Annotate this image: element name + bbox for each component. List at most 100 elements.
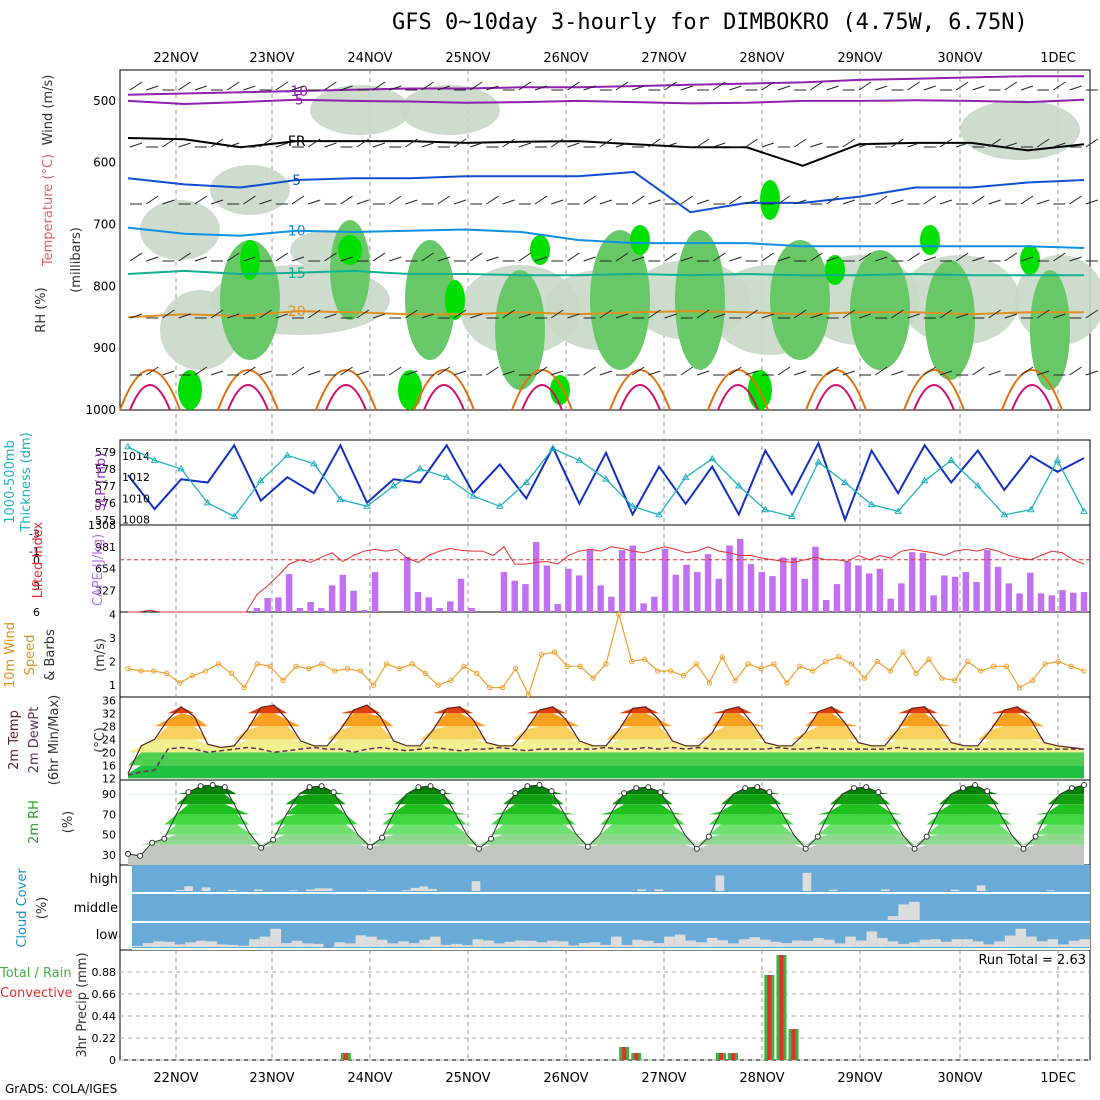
wind-barb xyxy=(615,81,629,91)
wind-barb xyxy=(1085,199,1098,205)
cloud-bar xyxy=(802,872,812,891)
wind-barb xyxy=(146,85,159,91)
rh-point xyxy=(548,788,555,795)
wind-speed-point xyxy=(822,658,829,665)
cape-bar xyxy=(414,592,422,612)
cloud-row-label: high xyxy=(90,872,118,887)
cloud-bar xyxy=(877,937,888,947)
wind-speed-point xyxy=(693,661,700,667)
cape-bar xyxy=(855,565,862,612)
wind-barb xyxy=(745,370,758,376)
wind-speed-point xyxy=(913,670,919,677)
wind-barb xyxy=(437,195,451,205)
cloud-bar xyxy=(253,889,263,891)
wind-barb xyxy=(761,142,774,148)
thickness-marker xyxy=(522,478,531,485)
wind-barb xyxy=(437,366,451,376)
wind-barb xyxy=(502,138,515,148)
rh-point xyxy=(863,784,870,791)
slp-line xyxy=(127,440,1085,523)
wind-barb xyxy=(307,138,321,148)
wind-barb xyxy=(875,256,888,262)
wind-speed-point xyxy=(215,661,222,667)
wind-barb xyxy=(178,252,191,262)
slp-label-thickness-2: Thickness (dm) xyxy=(19,432,34,532)
wind-barb xyxy=(275,81,289,91)
wind-barb xyxy=(226,252,240,262)
rh-point xyxy=(814,833,821,840)
wind-barb xyxy=(486,366,499,376)
wind-barb xyxy=(1053,142,1066,148)
cape-bar xyxy=(565,568,572,612)
wind-barb xyxy=(842,138,856,148)
wind-speed-line xyxy=(127,612,1085,697)
wind-barb xyxy=(1053,313,1066,319)
date-label-bottom: 29NOV xyxy=(837,1071,882,1086)
thickness-marker xyxy=(442,473,451,480)
wind-barb xyxy=(923,366,937,376)
wind-speed-point xyxy=(228,670,235,677)
wind-barb xyxy=(421,313,434,319)
cape-bar xyxy=(790,557,798,612)
wind-barb xyxy=(956,142,969,148)
wind-barb xyxy=(745,138,758,148)
cape-bar xyxy=(704,554,712,612)
wind-barb xyxy=(972,195,985,205)
wind-barb xyxy=(923,195,937,205)
cape-bar xyxy=(1027,572,1034,612)
wind-barb xyxy=(1036,309,1050,319)
cape-bar xyxy=(672,574,680,612)
date-label-top: 22NOV xyxy=(153,51,198,66)
slp-tick: 1008 xyxy=(122,514,150,527)
cloud-bar xyxy=(962,939,973,947)
cape-tick: 1308 xyxy=(88,519,116,532)
wind-barb xyxy=(405,309,418,319)
cloud-bar xyxy=(845,936,856,947)
rh-point xyxy=(125,850,131,857)
wind-barb xyxy=(907,81,920,91)
contour-label: 20 xyxy=(288,304,306,320)
rh-region-mid xyxy=(405,240,455,360)
temperature-contour xyxy=(127,75,1084,96)
wind-barb xyxy=(988,199,1001,205)
thickness-marker xyxy=(495,502,504,509)
rh-band xyxy=(128,824,1084,835)
temperature-contour xyxy=(1011,384,1053,411)
wind-barb xyxy=(210,138,224,148)
cloud-bar xyxy=(637,889,646,891)
cloud-bar xyxy=(855,940,867,947)
rh-point xyxy=(197,783,204,790)
wind-barb xyxy=(567,81,580,91)
wind-speed-point xyxy=(771,661,777,667)
wind-barb xyxy=(988,138,1001,148)
wind-speed-point xyxy=(1029,677,1036,684)
thickness-marker xyxy=(602,475,610,482)
wind-barb xyxy=(632,85,645,91)
wind-barb xyxy=(826,85,839,91)
cloud-bar xyxy=(930,939,941,947)
rh-band xyxy=(128,785,1084,795)
wind-barb xyxy=(615,142,629,148)
thickness-marker xyxy=(761,505,770,513)
li-tick: -1 xyxy=(29,545,40,558)
cape-bar xyxy=(661,548,669,612)
wind-speed-point xyxy=(745,661,751,667)
cloud-bar xyxy=(579,943,590,947)
wind-speed-point xyxy=(590,675,596,681)
wind-barb xyxy=(308,370,321,376)
precip-convective-bar xyxy=(791,1029,796,1060)
cape-bar xyxy=(618,550,626,612)
wind-barb xyxy=(470,142,483,148)
temp-tick: 16 xyxy=(102,759,116,772)
thickness-marker xyxy=(708,454,717,462)
wind-barb xyxy=(259,138,272,148)
rh-point xyxy=(1081,782,1087,789)
thickness-marker xyxy=(894,507,902,514)
cloud-bar xyxy=(813,937,824,947)
thickness-marker xyxy=(920,476,929,484)
thickness-line xyxy=(127,446,1085,518)
thickness-marker xyxy=(336,495,345,502)
wind-barb xyxy=(793,309,807,319)
cloud-bar xyxy=(1004,935,1016,947)
wind-speed-point xyxy=(577,663,583,670)
